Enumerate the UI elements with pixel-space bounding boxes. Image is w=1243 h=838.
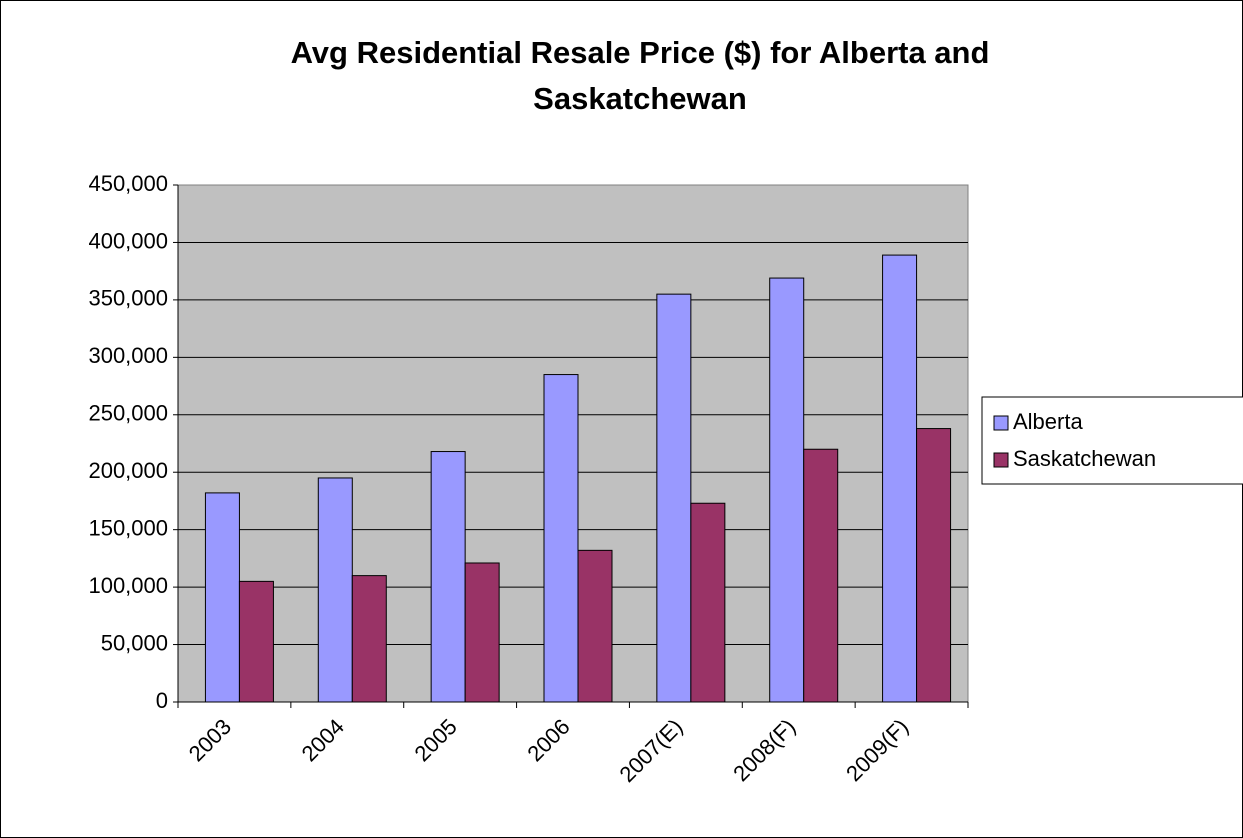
bar — [577, 549, 613, 703]
bar — [543, 374, 579, 703]
bar — [430, 451, 466, 703]
bar — [656, 293, 692, 703]
y-tick-label: 150,000 — [88, 515, 168, 540]
chart-title: Avg Residential Resale Price ($) for Alb… — [290, 35, 990, 116]
y-tick-label: 50,000 — [101, 630, 168, 655]
legend-label: Alberta — [1013, 409, 1083, 434]
y-tick-label: 200,000 — [88, 458, 168, 483]
y-tick-label: 100,000 — [88, 573, 168, 598]
y-tick-label: 0 — [156, 688, 168, 713]
y-tick-label: 250,000 — [88, 401, 168, 426]
bar — [882, 254, 918, 703]
legend-box — [981, 396, 1243, 485]
y-tick-label: 400,000 — [88, 228, 168, 253]
bar — [690, 502, 726, 703]
y-tick-label: 350,000 — [88, 286, 168, 311]
bar — [916, 428, 952, 703]
legend-swatch — [993, 452, 1009, 468]
legend-swatch — [993, 415, 1009, 431]
bar — [769, 277, 805, 703]
bar — [351, 575, 387, 703]
bar — [803, 448, 839, 703]
bar — [204, 492, 240, 703]
bar — [238, 580, 274, 703]
y-tick-label: 450,000 — [88, 171, 168, 196]
y-tick-label: 300,000 — [88, 343, 168, 368]
bar — [317, 477, 353, 703]
legend-label: Saskatchewan — [1013, 446, 1156, 471]
bar — [464, 562, 500, 703]
